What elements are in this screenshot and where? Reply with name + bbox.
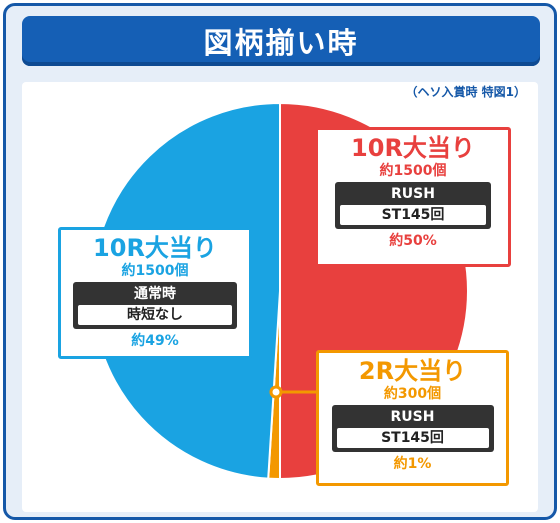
callout-orange-payout: 約300個 bbox=[383, 386, 442, 402]
callout-orange-mode: RUSH bbox=[390, 409, 435, 425]
callout-red-percent: 約50% bbox=[389, 233, 437, 249]
orange-slice-leader-dot bbox=[269, 385, 283, 399]
callout-2r-rush: 2R大当り 約300個 RUSH ST145回 約1% bbox=[316, 350, 509, 486]
callout-blue-box: 通常時 時短なし bbox=[73, 282, 237, 329]
callout-red-box: RUSH ST145回 bbox=[335, 182, 491, 229]
callout-red-st: ST145回 bbox=[340, 205, 486, 225]
callout-10r-normal: 10R大当り 約1500個 通常時 時短なし 約49% bbox=[58, 227, 252, 359]
callout-orange-box: RUSH ST145回 bbox=[331, 405, 494, 452]
callout-red-payout: 約1500個 bbox=[379, 163, 447, 179]
chart-title: 図柄揃い時 bbox=[22, 16, 540, 66]
callout-blue-mode: 通常時 bbox=[134, 286, 176, 302]
callout-red-head: 10R大当り bbox=[351, 134, 475, 162]
callout-orange-percent: 約1% bbox=[393, 456, 432, 472]
callout-10r-rush: 10R大当り 約1500個 RUSH ST145回 約50% bbox=[315, 127, 511, 267]
condition-note: （ヘソ入賞時 特図1） bbox=[405, 85, 526, 99]
callout-blue-jitan: 時短なし bbox=[78, 305, 232, 325]
callout-blue-head: 10R大当り bbox=[93, 234, 217, 262]
callout-orange-head: 2R大当り bbox=[358, 357, 467, 385]
callout-blue-payout: 約1500個 bbox=[121, 263, 189, 279]
callout-red-mode: RUSH bbox=[391, 186, 435, 202]
callout-orange-st: ST145回 bbox=[336, 428, 489, 448]
callout-blue-percent: 約49% bbox=[131, 333, 179, 349]
